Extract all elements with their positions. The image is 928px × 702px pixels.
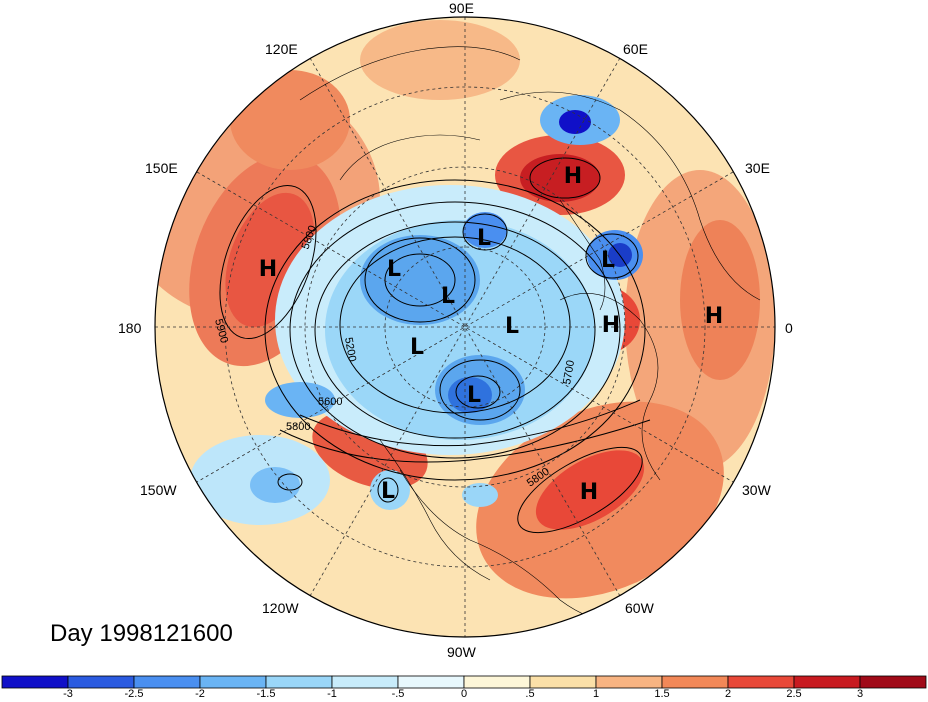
longitude-label-60w: 60W [625,600,654,616]
low-pressure-marker: L [387,257,401,282]
colorbar-tick-label: .5 [525,688,535,700]
contour-label: 5800 [286,421,310,433]
colorbar-swatch [199,675,267,689]
low-pressure-marker: L [477,226,491,251]
low-pressure-marker: L [441,284,455,309]
colorbar-tick-label: 3 [856,688,864,700]
colorbar [1,675,927,689]
high-pressure-marker: H [602,313,620,338]
longitude-label-180: 180 [118,320,142,336]
anomaly-field [155,17,775,637]
colorbar-swatch [1,675,69,689]
colorbar-swatch [67,675,135,689]
colorbar-tick-label: 1 [592,688,600,700]
map-boundary [154,16,776,638]
graticule [155,17,775,637]
contour-label: 5600 [318,396,342,408]
colorbar-swatch [265,675,333,689]
colorbar-swatch [529,675,597,689]
colorbar-swatch [397,675,465,689]
low-pressure-marker: L [505,314,519,339]
longitude-label-30e: 30E [745,160,770,176]
colorbar-swatch [661,675,729,689]
colorbar-swatch [727,675,795,689]
coastlines [299,46,761,623]
longitude-label-150e: 150E [145,160,178,176]
longitude-label-30w: 30W [742,482,771,498]
longitude-label-150w: 150W [140,482,177,498]
colorbar-tick-label: -.5 [391,688,405,700]
longitude-label-90e: 90E [449,0,474,16]
pressure-system-group: H H L L L L L L L H H L H [259,164,723,505]
low-pressure-marker: L [467,383,481,408]
colorbar-swatch [463,675,531,689]
high-pressure-marker: H [580,480,598,505]
colorbar-tick-label: 2 [724,688,732,700]
contour-lines [219,157,651,534]
colorbar-swatch [133,675,201,689]
plot-title: Day 1998121600 [50,620,233,647]
contour-label: 5700 [561,359,577,385]
low-pressure-marker: L [381,479,395,504]
longitude-label-90w: 90W [447,644,476,660]
colorbar-tick-label: 2.5 [786,688,802,700]
colorbar-tick-label: -2.5 [124,688,144,700]
longitude-label-120e: 120E [265,41,298,57]
colorbar-tick-label: -3 [63,688,73,700]
colorbar-swatch [793,675,861,689]
colorbar-swatch [595,675,663,689]
longitude-label-0: 0 [785,320,793,336]
longitude-label-120w: 120W [262,600,299,616]
high-pressure-marker: H [705,304,723,329]
colorbar-tick-label: 0 [460,688,468,700]
contour-label: 5200 [342,336,358,362]
high-pressure-marker: H [564,164,582,189]
high-pressure-marker: H [259,257,277,282]
longitude-label-60e: 60E [623,41,648,57]
colorbar-tick-label: -2 [195,688,205,700]
colorbar-tick-label: -1.5 [256,688,276,700]
low-pressure-marker: L [410,335,424,360]
colorbar-tick-label: 1.5 [654,688,670,700]
colorbar-swatch [331,675,399,689]
colorbar-tick-label: -1 [327,688,337,700]
colorbar-swatch [859,675,927,689]
low-pressure-marker: L [601,248,615,273]
